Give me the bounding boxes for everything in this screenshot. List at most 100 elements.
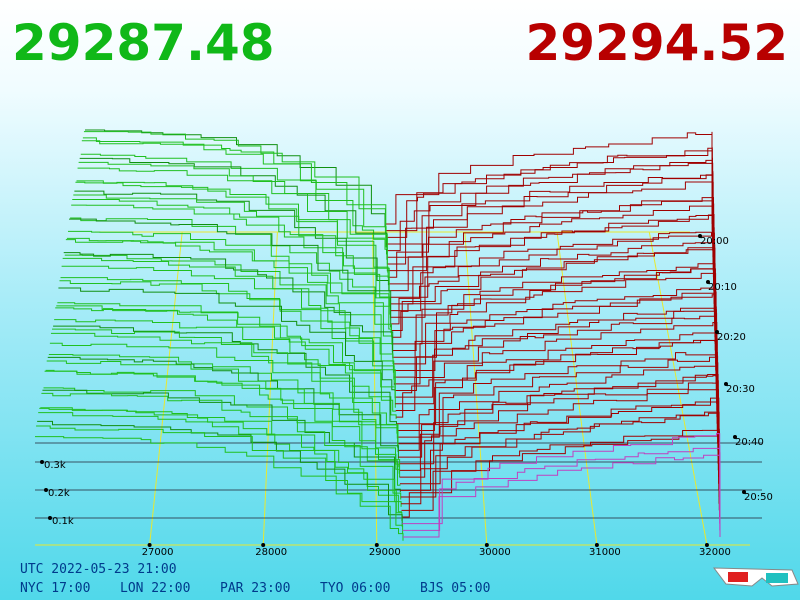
- time-label: 20:30: [726, 384, 755, 395]
- ask-depth-line: [400, 397, 720, 491]
- bid-depth-line: [45, 369, 400, 474]
- ask-depth-line: [387, 173, 714, 265]
- bid-depth-line: [77, 167, 389, 273]
- bid-depth-line: [39, 407, 402, 513]
- bid-depth-line: [49, 342, 399, 448]
- bid-price: 29287.48: [12, 14, 275, 72]
- bid-depth-line: [43, 387, 401, 486]
- city-time: TYO 06:00: [320, 581, 390, 596]
- bid-depth-line: [36, 425, 404, 534]
- 3d-glasses-icon[interactable]: [712, 567, 799, 587]
- bid-depth-line: [63, 252, 394, 359]
- bid-depth-line: [37, 420, 403, 527]
- bid-depth-line: [75, 181, 389, 286]
- bid-depth-line: [44, 370, 401, 478]
- ask-depth-line: [390, 241, 716, 325]
- tick-dot: [147, 543, 152, 547]
- bid-depth-line: [67, 230, 392, 334]
- price-label: 27000: [142, 547, 174, 558]
- bid-depth-line: [65, 239, 393, 345]
- tick-dot: [704, 543, 709, 547]
- time-label: 20:20: [717, 332, 746, 343]
- tick-dot: [706, 280, 710, 284]
- ask-depth-line: [388, 203, 715, 292]
- bid-depth-line: [74, 190, 390, 292]
- bid-depth-line: [35, 436, 404, 541]
- bid-depth-line: [52, 328, 398, 434]
- bid-depth-line: [41, 392, 402, 500]
- time-label: 20:10: [708, 282, 737, 293]
- ask-depth-line: [386, 171, 714, 258]
- ask-depth-line: [386, 157, 713, 245]
- bid-depth-line: [40, 407, 402, 507]
- ask-depth-line: [395, 322, 718, 411]
- city-time: BJS 05:00: [420, 581, 490, 596]
- ask-depth-line: [385, 147, 713, 238]
- ask-depth-line: [393, 291, 717, 378]
- tick-dot: [715, 330, 719, 334]
- time-label: 20:00: [700, 236, 729, 247]
- price-label: 30000: [479, 547, 511, 558]
- ask-depth-line: [397, 352, 718, 438]
- ask-depth-line: [393, 287, 717, 372]
- city-time: NYC 17:00: [20, 581, 90, 596]
- ask-depth-line: [388, 197, 714, 285]
- bid-depth-line: [79, 157, 388, 260]
- depth-surface: [35, 129, 721, 541]
- ask-depth-line: [401, 412, 720, 505]
- tick-dot: [724, 382, 728, 386]
- tick-dot: [742, 490, 746, 494]
- floor-grid-line: [464, 231, 488, 546]
- city-time: PAR 23:00: [220, 581, 290, 596]
- ask-depth-line: [388, 197, 714, 278]
- bid-depth-line: [81, 140, 387, 248]
- bid-depth-line: [83, 131, 386, 234]
- price-label: 32000: [699, 547, 731, 558]
- ask-depth-line: [387, 181, 714, 272]
- price-label: 29000: [369, 547, 401, 558]
- price-label: 31000: [589, 547, 621, 558]
- ask-price: 29294.52: [525, 14, 788, 72]
- bid-depth-line: [54, 319, 397, 419]
- bid-depth-line: [73, 194, 390, 298]
- bid-depth-line: [38, 412, 403, 521]
- ask-depth-line: [386, 162, 714, 252]
- ask-depth-line: [391, 263, 716, 345]
- bid-depth-line: [60, 277, 395, 380]
- tick-dot: [374, 543, 379, 547]
- depth-label: 0.1k: [52, 516, 74, 527]
- bid-depth-line: [78, 161, 388, 265]
- bid-depth-line: [80, 153, 387, 255]
- ask-depth-line: [395, 312, 718, 405]
- bid-depth-line: [55, 307, 397, 412]
- ask-depth-line: [399, 380, 719, 471]
- utc-time: UTC 2022-05-23 21:00: [20, 562, 177, 577]
- floor-grid-line: [648, 231, 708, 546]
- time-label: 20:40: [735, 437, 764, 448]
- bid-depth-line: [71, 204, 391, 315]
- bid-depth-line: [53, 325, 397, 426]
- bid-depth-line: [50, 332, 398, 439]
- bid-depth-line: [85, 129, 386, 228]
- depth-label: 0.2k: [48, 488, 70, 499]
- ask-depth-line: [397, 355, 719, 445]
- ask-depth-line: [392, 268, 716, 358]
- ask-depth-line: [398, 375, 719, 458]
- bid-depth-line: [48, 353, 399, 452]
- time-label: 20:50: [744, 492, 773, 503]
- bid-depth-line: [82, 137, 387, 239]
- ask-depth-line: [402, 445, 721, 531]
- bid-depth-line: [58, 287, 396, 391]
- bid-depth-line: [61, 265, 394, 373]
- tick-dot: [484, 543, 489, 547]
- price-label: 28000: [255, 547, 287, 558]
- tick-dot: [44, 488, 48, 492]
- ask-depth-line: [396, 338, 718, 431]
- ask-depth-line: [401, 431, 720, 518]
- bid-depth-line: [69, 218, 392, 328]
- ask-depth-line: [394, 309, 717, 398]
- floor-grid-line: [372, 231, 378, 546]
- tick-dot: [40, 460, 44, 464]
